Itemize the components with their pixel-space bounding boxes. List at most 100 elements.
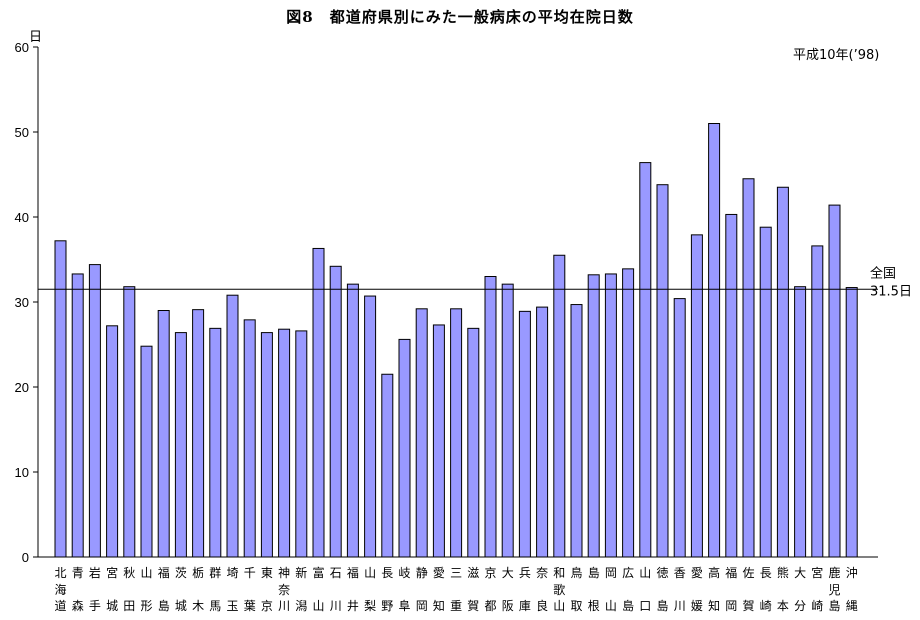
bar-22 (416, 309, 427, 557)
category-label: 山口 (639, 566, 651, 613)
category-label: 愛媛 (691, 566, 703, 613)
reference-line-value: 31.5日 (870, 284, 912, 299)
bar-16 (313, 248, 324, 557)
category-label: 栃木 (192, 566, 204, 613)
bar-18 (347, 284, 358, 557)
reference-line-label: 全国 (870, 265, 896, 281)
y-tick-label: 60 (15, 40, 29, 55)
chart-subtitle: 平成10年(’98) (793, 48, 879, 63)
category-label: 岐阜 (398, 566, 410, 613)
category-label: 山梨 (364, 566, 376, 613)
bar-20 (382, 374, 393, 557)
category-label: 千葉 (244, 566, 256, 613)
category-label: 和歌山 (553, 566, 565, 613)
bar-35 (640, 163, 651, 557)
category-label: 兵庫 (519, 566, 531, 613)
bar-9 (193, 310, 204, 557)
bar-29 (537, 307, 548, 557)
category-label: 熊本 (777, 565, 789, 613)
category-label: 茨城 (175, 566, 187, 613)
category-label: 神奈川 (278, 566, 290, 613)
category-label: 島根 (588, 565, 600, 613)
bar-30 (554, 255, 565, 557)
y-tick-label: 10 (15, 465, 29, 480)
y-ticks: 0 10 20 30 40 50 60 (15, 40, 38, 565)
category-label: 福岡 (725, 565, 737, 613)
category-label: 長崎 (760, 566, 772, 613)
bar-17 (330, 266, 341, 557)
bar-45 (812, 246, 823, 557)
bar-8 (175, 333, 186, 557)
bar-6 (141, 346, 152, 557)
category-label: 奈良 (536, 566, 548, 613)
bar-24 (451, 309, 462, 557)
bar-3 (89, 265, 100, 557)
bar-15 (296, 331, 307, 557)
bar-38 (691, 235, 702, 557)
bar-2 (72, 274, 83, 557)
category-label: 富山 (312, 565, 324, 613)
bar-37 (674, 299, 685, 557)
bar-13 (261, 333, 272, 557)
category-label: 滋賀 (467, 566, 479, 613)
bar-11 (227, 295, 238, 557)
bar-19 (365, 296, 376, 557)
bar-36 (657, 185, 668, 557)
y-tick-label: 20 (15, 380, 29, 395)
bar-31 (571, 305, 582, 557)
bars (55, 124, 857, 558)
bar-26 (485, 277, 496, 558)
category-label: 北海道 (54, 566, 66, 613)
category-label: 京都 (484, 566, 496, 613)
category-label: 青森 (72, 566, 84, 613)
bar-25 (468, 328, 479, 557)
bar-32 (588, 275, 599, 557)
category-label: 秋田 (123, 566, 135, 613)
bar-4 (107, 326, 118, 557)
category-label: 広島 (622, 566, 634, 613)
category-label: 鳥取 (570, 565, 582, 613)
bar-27 (502, 284, 513, 557)
bar-44 (795, 287, 806, 557)
category-label: 福島 (158, 565, 170, 613)
y-tick-label: 30 (15, 295, 29, 310)
category-label: 群馬 (209, 566, 221, 613)
category-label: 大分 (794, 566, 806, 613)
category-label: 福井 (347, 565, 359, 613)
category-label: 宮崎 (811, 565, 823, 613)
category-label: 愛知 (433, 566, 445, 613)
bar-21 (399, 339, 410, 557)
bar-12 (244, 320, 255, 557)
bar-42 (760, 227, 771, 557)
category-label: 香川 (674, 566, 686, 613)
category-label: 大阪 (502, 566, 514, 613)
y-tick-label: 40 (15, 210, 29, 225)
bar-47 (846, 288, 857, 557)
category-label: 山形 (140, 566, 152, 613)
category-label: 東京 (261, 566, 273, 613)
bar-41 (743, 179, 754, 557)
bar-7 (158, 311, 169, 558)
bar-46 (829, 205, 840, 557)
category-label: 宮城 (106, 565, 118, 613)
category-label: 三重 (450, 566, 462, 613)
y-tick-label: 0 (22, 550, 29, 565)
bar-43 (777, 187, 788, 557)
category-label: 新潟 (295, 565, 307, 613)
category-label: 沖縄 (846, 566, 858, 613)
category-label: 高知 (708, 565, 720, 613)
bar-34 (623, 269, 634, 557)
category-label: 静岡 (416, 566, 428, 613)
bar-33 (605, 274, 616, 557)
y-tick-label: 50 (15, 125, 29, 140)
category-label: 岩手 (89, 565, 101, 613)
category-label: 岡山 (605, 566, 617, 613)
bar-10 (210, 328, 221, 557)
bar-23 (433, 325, 444, 557)
category-label: 鹿児島 (828, 565, 840, 613)
bar-1 (55, 241, 66, 557)
bar-28 (519, 311, 530, 557)
bar-5 (124, 287, 135, 557)
x-tick-labels: 北海道青森岩手宮城秋田山形福島茨城栃木群馬埼玉千葉東京神奈川新潟富山石川福井山梨… (54, 565, 857, 613)
